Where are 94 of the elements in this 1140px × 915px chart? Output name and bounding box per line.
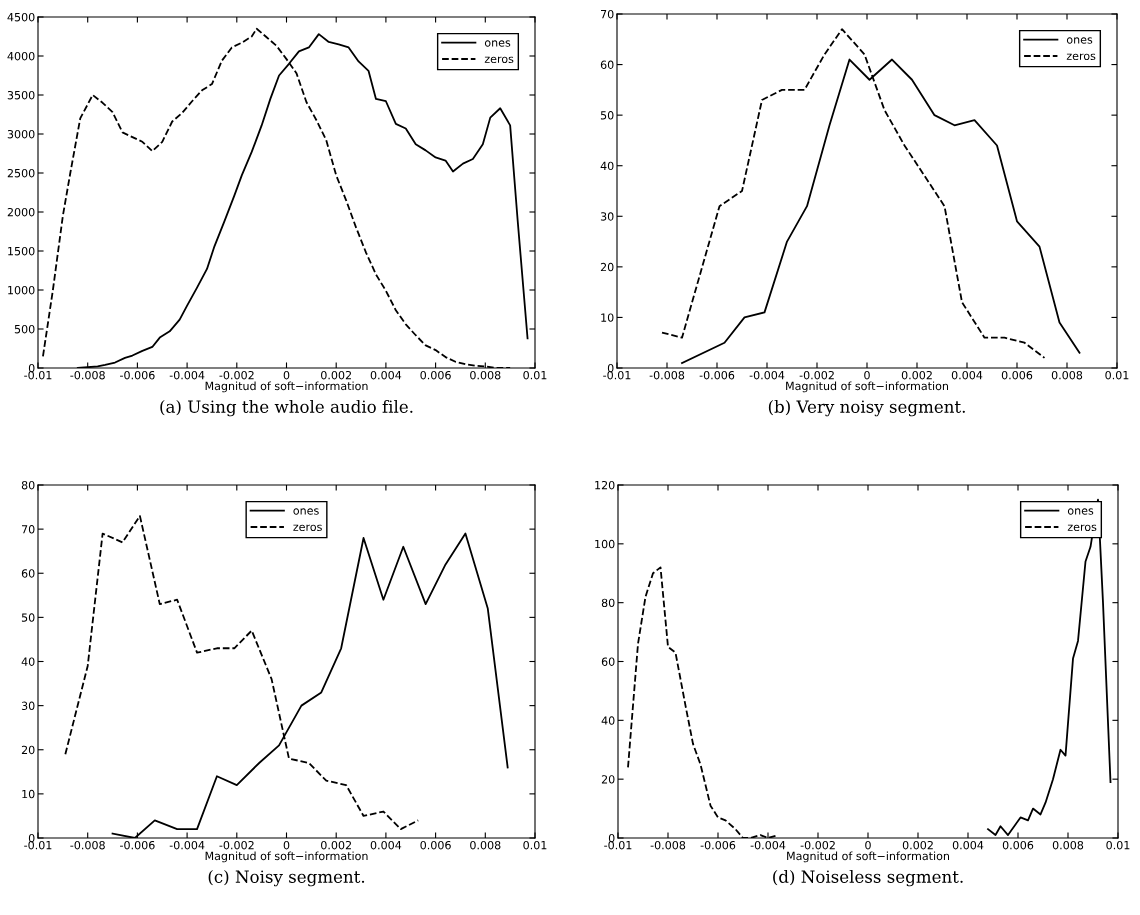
y-tick-label: 50: [600, 111, 614, 120]
x-axis-title: Magnitud of soft−information: [786, 381, 949, 393]
x-tick-label: 0.008: [470, 840, 501, 850]
x-tick-label: 0.002: [321, 370, 351, 380]
y-tick-label: 60: [21, 569, 35, 578]
x-tick-label: -0.01: [603, 370, 631, 380]
legend-label: ones: [1067, 508, 1094, 515]
x-tick-label: 0.002: [901, 370, 932, 380]
y-tick-label: 60: [600, 60, 614, 69]
x-tick-label: 0.006: [420, 370, 451, 380]
x-tick-label: -0.002: [800, 840, 835, 850]
y-tick-label: 10: [601, 313, 614, 322]
y-tick-label: 500: [14, 324, 35, 334]
x-tick-label: 0.008: [470, 370, 501, 380]
x-tick-label: 0.01: [1105, 370, 1129, 380]
legend-label: ones: [293, 508, 319, 515]
x-tick-label: 0.004: [952, 840, 984, 850]
x-axis-title: Magnitud of soft−information: [787, 851, 950, 863]
y-tick-label: 3500: [7, 90, 35, 100]
legend-label: zeros: [484, 56, 514, 64]
x-tick-label: 0.008: [1052, 840, 1084, 850]
x-tick-label: -0.008: [70, 370, 105, 380]
y-tick-label: 1500: [8, 246, 35, 256]
y-tick-label: 4000: [7, 51, 35, 61]
x-tick-label: 0: [864, 370, 870, 380]
y-tick-label: 100: [595, 539, 615, 549]
legend-label: ones: [484, 40, 511, 47]
y-tick-label: 70: [21, 525, 35, 534]
x-tick-label: 0.006: [1002, 840, 1034, 850]
y-tick-label: 2500: [7, 168, 35, 178]
x-tick-label: -0.008: [70, 840, 105, 850]
text: (a) Using the whole audio file.: [160, 400, 413, 417]
x-tick-label: -0.01: [24, 840, 52, 850]
x-tick-label: -0.002: [219, 840, 254, 850]
x-tick-label: -0.004: [169, 840, 205, 850]
x-tick-label: -0.002: [799, 370, 834, 380]
y-tick-label: 1000: [8, 285, 35, 295]
y-tick-label: 4500: [7, 12, 35, 22]
x-tick-label: -0.008: [650, 840, 686, 850]
x-tick-label: 0.002: [321, 840, 351, 850]
x-tick-label: -0.008: [649, 370, 685, 380]
y-tick-label: 40: [600, 161, 614, 171]
x-tick-label: 0.004: [370, 840, 402, 850]
x-tick-label: 0.01: [523, 370, 547, 380]
y-tick-label: 2000: [7, 207, 35, 217]
y-tick-label: 60: [601, 657, 615, 666]
x-tick-label: -0.006: [120, 840, 155, 850]
x-tick-label: 0.006: [420, 840, 451, 850]
x-tick-label: -0.002: [219, 370, 254, 380]
y-tick-label: 50: [21, 613, 35, 622]
y-tick-label: 70: [600, 9, 614, 19]
y-tick-label: 30: [600, 212, 614, 221]
x-tick-label: 0.004: [951, 370, 983, 380]
x-tick-label: -0.01: [604, 840, 632, 850]
x-tick-label: -0.01: [24, 370, 52, 380]
x-tick-label: 0.002: [902, 840, 933, 850]
y-tick-label: 80: [601, 598, 615, 608]
y-tick-label: 0: [607, 363, 614, 373]
y-tick-label: 20: [21, 745, 35, 755]
x-tick-label: -0.006: [700, 840, 736, 850]
x-tick-label: 0.008: [1051, 370, 1083, 380]
y-tick-label: 40: [601, 716, 615, 725]
y-tick-label: 20: [600, 262, 614, 272]
y-tick-label: 30: [21, 701, 35, 710]
text: (b) Very noisy segment.: [768, 400, 965, 417]
text: (c) Noisy segment.: [208, 870, 365, 887]
text: (d) Noiseless segment.: [773, 870, 963, 887]
x-tick-label: 0.01: [1106, 840, 1130, 850]
x-tick-label: 0: [865, 840, 871, 850]
x-tick-label: 0.01: [523, 840, 547, 850]
y-tick-label: 10: [22, 789, 35, 799]
y-tick-label: 0: [28, 363, 35, 373]
x-tick-label: 0.006: [1001, 370, 1033, 380]
y-tick-label: 3000: [7, 129, 35, 139]
y-tick-label: 0: [28, 833, 35, 843]
y-tick-label: 40: [21, 657, 35, 666]
legend-label: ones: [1066, 37, 1093, 44]
x-tick-label: 0: [283, 840, 290, 850]
y-tick-label: 80: [21, 480, 35, 490]
y-tick-label: 0: [608, 833, 615, 843]
x-axis-title: Magnitud of soft−information: [205, 851, 368, 863]
legend-label: zeros: [1067, 524, 1097, 532]
x-tick-label: -0.004: [749, 370, 785, 380]
x-tick-label: -0.004: [169, 370, 205, 380]
legend-label: zeros: [293, 524, 322, 532]
x-tick-label: -0.006: [699, 370, 735, 380]
legend-label: zeros: [1066, 53, 1096, 61]
x-tick-label: 0: [283, 370, 290, 380]
x-tick-label: -0.006: [120, 370, 155, 380]
x-tick-label: -0.004: [750, 840, 786, 850]
x-axis-title: Magnitud of soft−information: [205, 381, 368, 393]
y-tick-label: 120: [595, 480, 615, 490]
x-tick-label: 0.004: [370, 370, 402, 380]
y-tick-label: 20: [601, 775, 615, 784]
